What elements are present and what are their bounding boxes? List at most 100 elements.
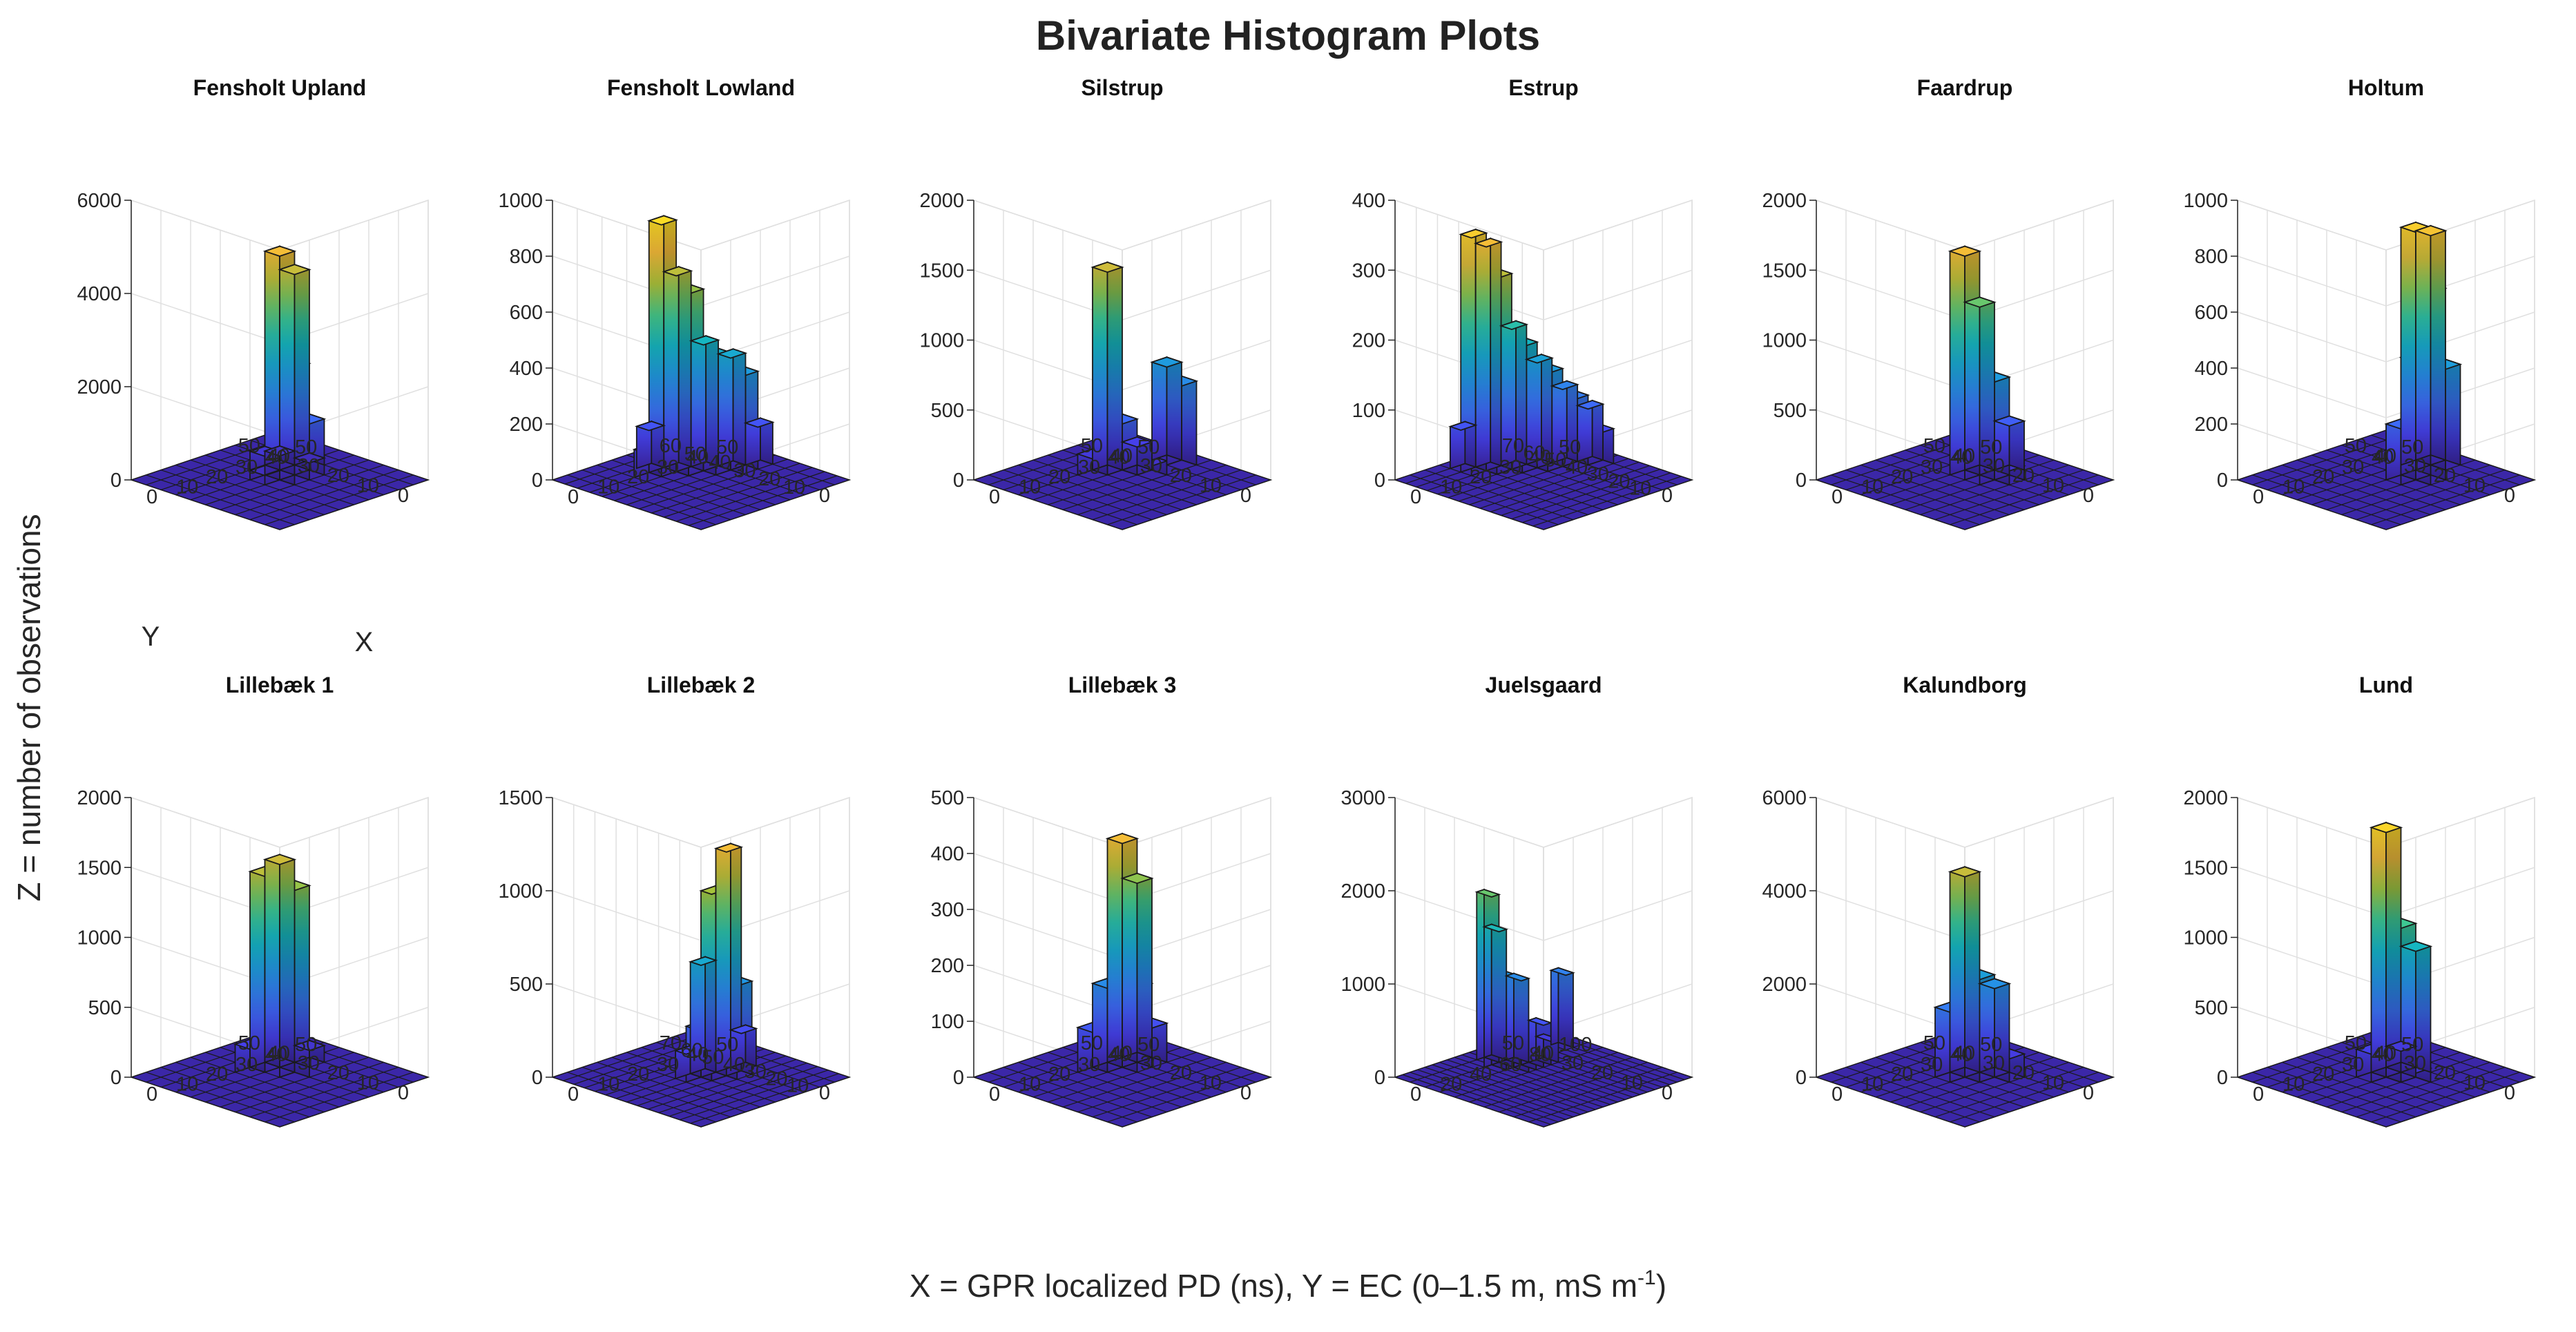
bar-top-face xyxy=(278,264,311,276)
z-tick-label: 1500 xyxy=(498,787,543,809)
y-tick-label: 50 xyxy=(1544,450,1566,472)
y-tick-label: 40 xyxy=(2374,445,2396,467)
panel-2: Fensholt Lowland020040060080010000102030… xyxy=(498,75,852,531)
floor-gridline xyxy=(1920,464,2069,515)
bar-top-face xyxy=(2399,940,2433,952)
y-tick-label: 50 xyxy=(1081,1032,1103,1054)
bar-top-face xyxy=(1459,229,1488,239)
x-tick-label: 40 xyxy=(265,1043,287,1065)
x-tick-label: 20 xyxy=(1048,466,1070,488)
z-tick-label: 200 xyxy=(1352,330,1385,352)
y-tick-label: 30 xyxy=(1140,455,1162,477)
y-tick-label: 0 xyxy=(2083,485,2094,507)
histogram-bar xyxy=(1120,872,1154,1059)
panel-title: Faardrup xyxy=(1917,75,2013,100)
bar-top-face xyxy=(1482,923,1509,933)
z-tick-label: 0 xyxy=(1796,470,1807,492)
bar-top-face xyxy=(1150,356,1184,368)
bar-left-face xyxy=(1949,866,1965,1074)
panel-1: Fensholt Upland0200040006000010203040500… xyxy=(77,75,430,657)
y-tick-label: 40 xyxy=(1111,445,1133,467)
bars xyxy=(1075,832,1169,1074)
x-tick-label: 40 xyxy=(1108,1043,1130,1065)
x-ticks: 0 10 20 30 40 50 xyxy=(146,436,317,508)
z-tick-label: 100 xyxy=(1352,400,1385,422)
x-tick-label: 10 xyxy=(1019,476,1041,499)
y-tick-label: 40 xyxy=(709,452,731,474)
x-tick-label: 0 xyxy=(1410,486,1421,508)
z-tick-label: 500 xyxy=(931,787,964,809)
y-tick-label: 0 xyxy=(2504,485,2515,507)
x-ticks: 0 10 20 30 40 50 xyxy=(989,1034,1160,1106)
x-tick-label: 20 xyxy=(206,1063,228,1085)
z-tick-label: 6000 xyxy=(1762,787,1807,809)
histogram-bar xyxy=(689,335,720,468)
y-tick-label: 0 xyxy=(398,485,409,507)
bars xyxy=(1474,888,1575,1074)
x-tick-label: 0 xyxy=(146,1083,157,1106)
y-tick-label: 50 xyxy=(1502,1032,1524,1054)
y-tick-label: 60 xyxy=(680,1039,702,1061)
floor-gridline xyxy=(651,463,800,514)
z-tick-label: 1500 xyxy=(77,857,122,879)
z-tick-label: 500 xyxy=(931,400,964,422)
histogram-bar xyxy=(1482,923,1509,1061)
z-ticks: 0 500 1000 1500 2000 xyxy=(1762,190,1817,492)
x-tick-label: 30 xyxy=(1921,456,1943,479)
x-tick-label: 50 xyxy=(1980,436,2002,459)
floor-gridline xyxy=(2371,474,2520,525)
z-tick-label: 100 xyxy=(931,1011,964,1033)
bar-top-face xyxy=(1977,978,2012,990)
floor-gridline xyxy=(688,475,838,526)
x-tick-label: 60 xyxy=(1499,1054,1521,1076)
z-tick-label: 200 xyxy=(2195,414,2228,436)
y-tick-label: 20 xyxy=(1170,465,1192,487)
x-tick-label: 80 xyxy=(1529,1043,1551,1065)
x-tick-label: 40 xyxy=(1950,446,1972,468)
histogram-bar xyxy=(713,842,744,1074)
floor-gridline xyxy=(1479,458,1629,509)
bar-right-face xyxy=(1964,866,1981,1074)
y-tick-label: 10 xyxy=(2463,475,2486,497)
x-tick-label: 50 xyxy=(716,436,738,459)
floor-gridline xyxy=(664,467,813,518)
histogram-bar xyxy=(716,348,748,467)
y-tick-label: 40 xyxy=(1953,445,1975,467)
y-tick-label: 0 xyxy=(1662,1082,1673,1104)
y-tick-label: 10 xyxy=(1200,1072,1222,1094)
y-tick-label: 10 xyxy=(357,1072,379,1094)
y-tick-label: 20 xyxy=(1591,1062,1613,1084)
z-tick-label: 800 xyxy=(510,246,543,268)
bar-right-face xyxy=(2385,821,2402,1074)
floor-gridline xyxy=(1934,1067,2084,1118)
x-tick-label: 50 xyxy=(295,436,317,459)
floor-gridline xyxy=(669,1066,818,1117)
x-tick-label: 10 xyxy=(597,1074,619,1096)
x-ticks: 0 10 20 30 40 50 xyxy=(1832,436,2002,508)
z-ticks: 0 200 400 600 800 1000 xyxy=(498,190,553,492)
z-tick-label: 400 xyxy=(931,843,964,865)
floor-gridline xyxy=(1107,1072,1256,1123)
floor-surface xyxy=(972,1027,1273,1128)
y-tick-label: 0 xyxy=(1240,1082,1251,1104)
x-tick-label: 20 xyxy=(627,466,649,488)
bar-top-face xyxy=(262,853,297,865)
y-tick-label: 50 xyxy=(1081,435,1103,457)
floor-gridline xyxy=(675,471,825,522)
x-axis-label-close: ) xyxy=(1656,1268,1666,1304)
y-tick-label: 40 xyxy=(1566,456,1588,479)
floor-gridline xyxy=(1092,1067,1242,1118)
z-tick-label: 1000 xyxy=(77,927,122,949)
floor-gridline xyxy=(1092,470,1242,521)
y-tick-label: 10 xyxy=(783,476,805,499)
panel-title: Estrup xyxy=(1508,75,1578,100)
bars xyxy=(2354,821,2433,1083)
z-tick-label: 1000 xyxy=(2183,190,2228,212)
z-ticks: 0 2000 4000 6000 xyxy=(77,190,132,492)
